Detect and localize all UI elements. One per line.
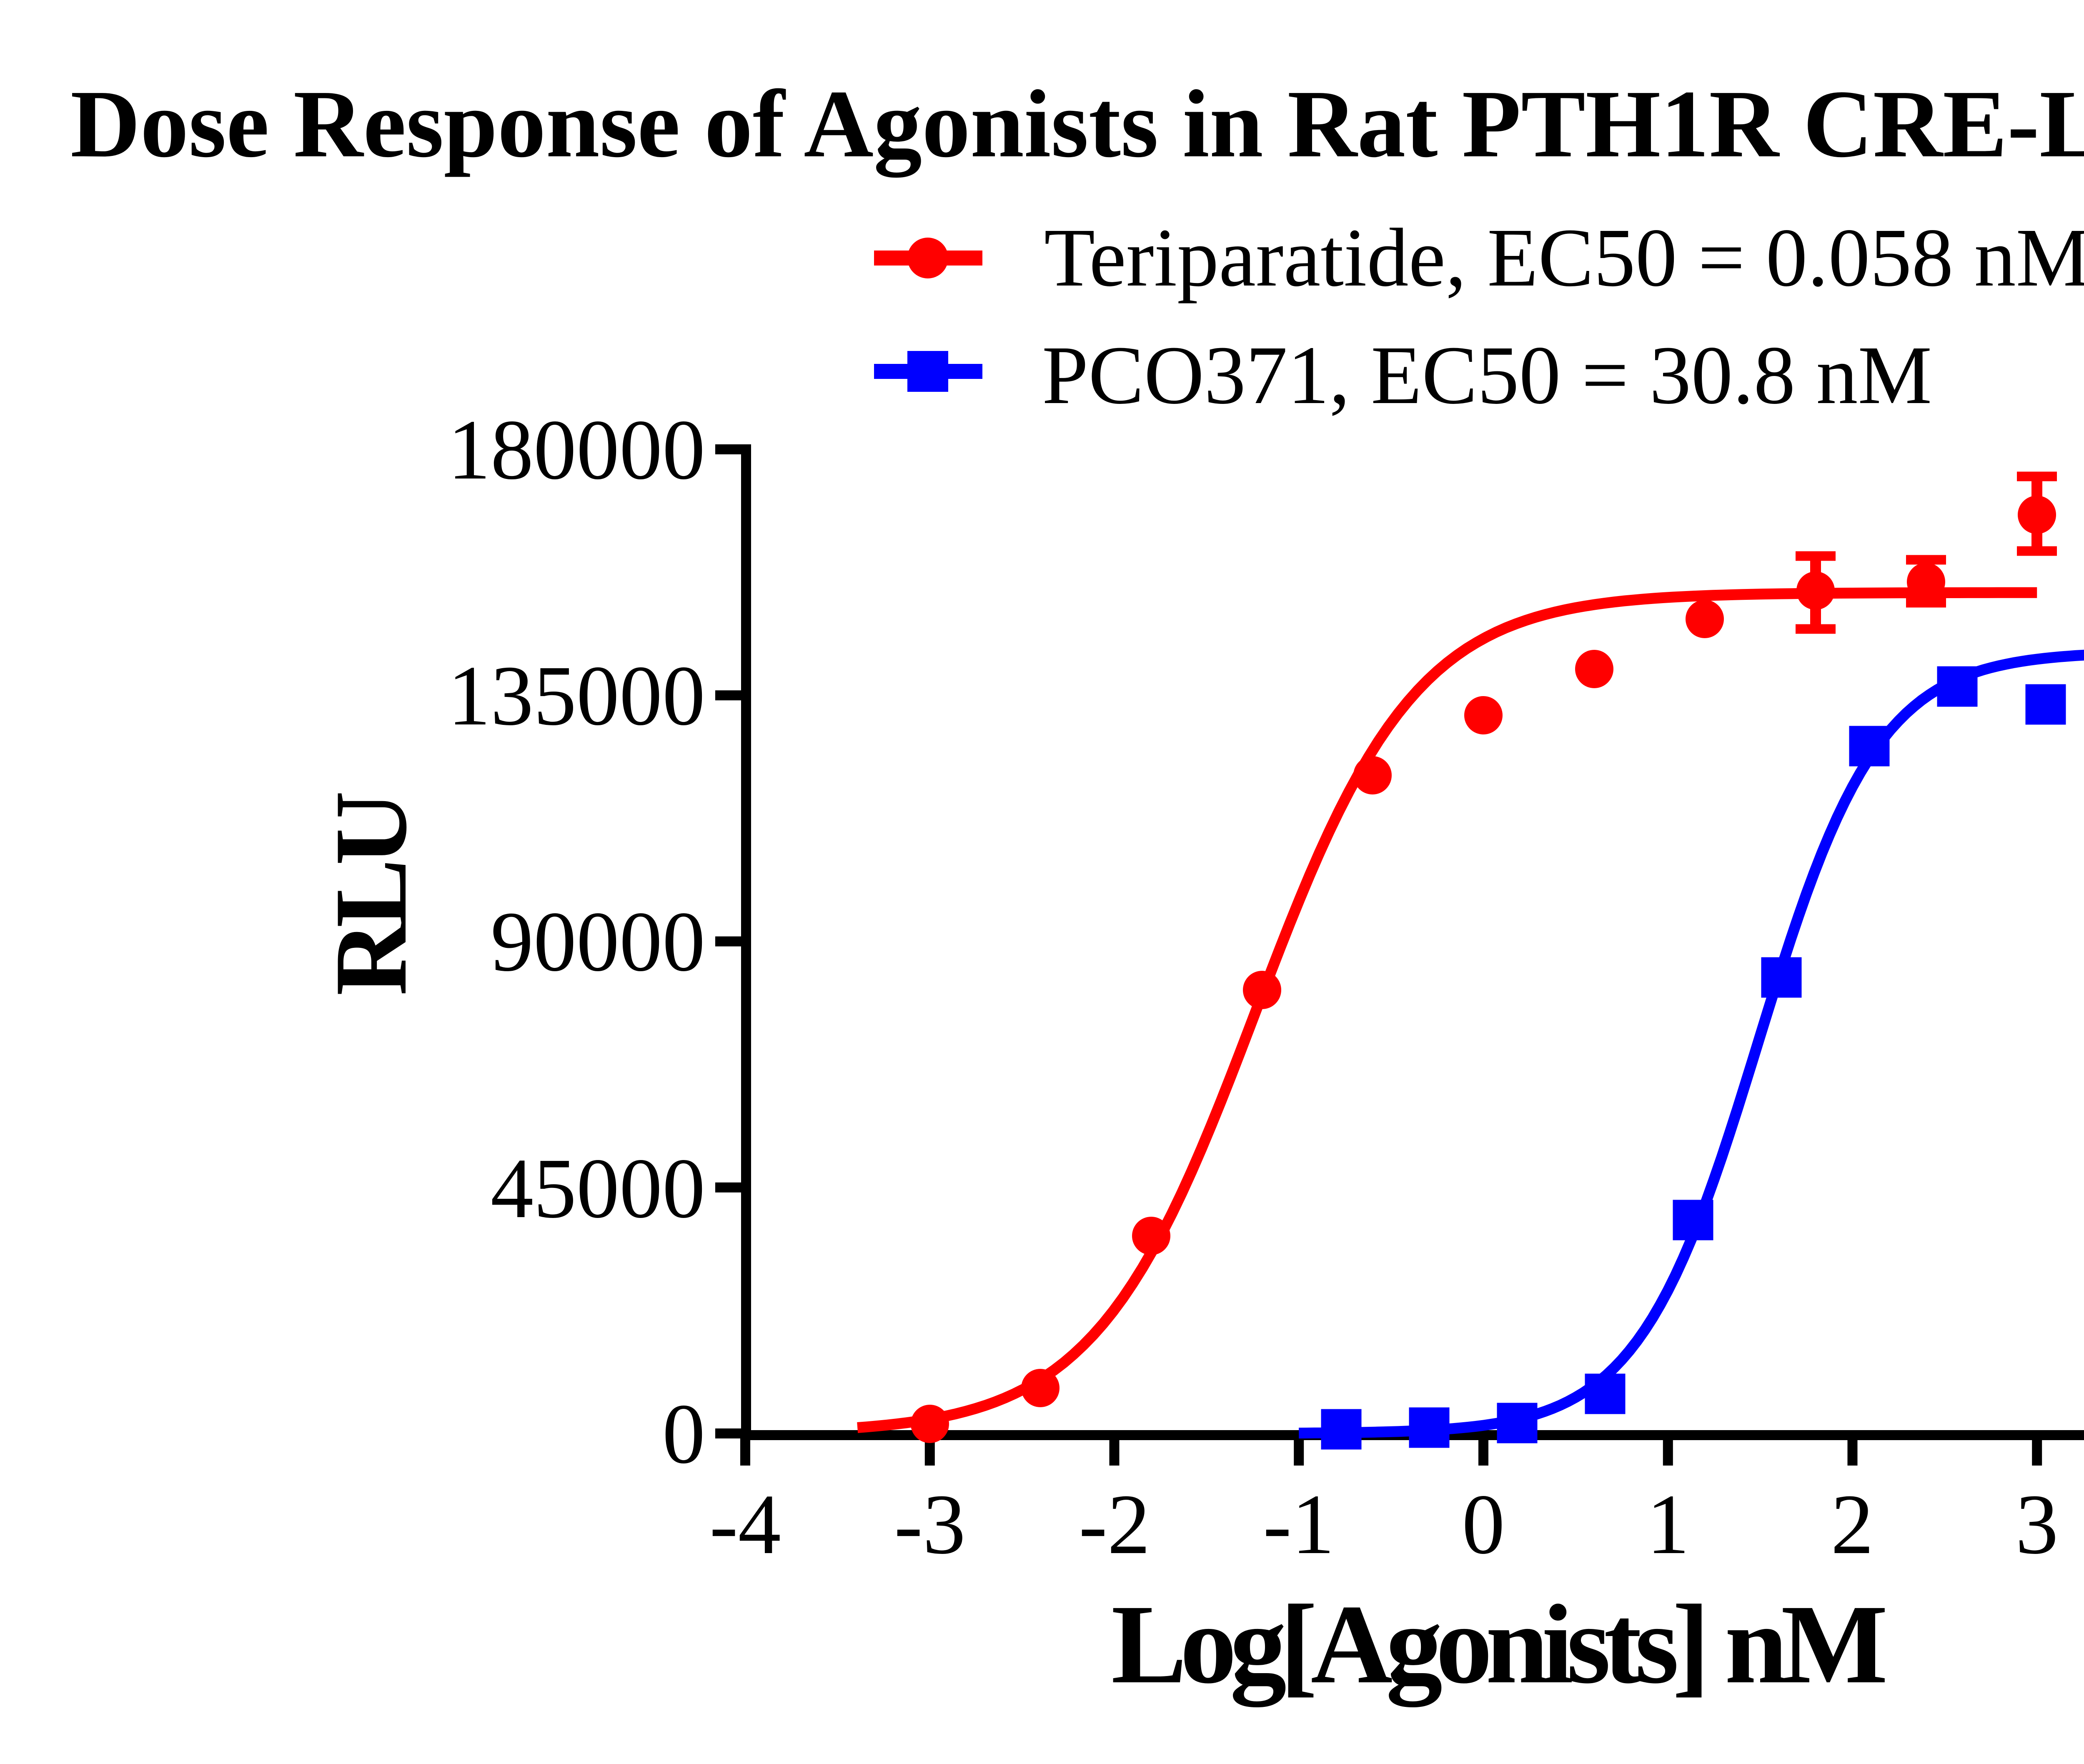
svg-text:3: 3 [2016,1476,2059,1572]
svg-text:-1: -1 [1263,1476,1335,1572]
svg-text:0: 0 [1462,1476,1505,1572]
svg-text:180000: 180000 [448,402,705,497]
svg-text:RLU: RLU [313,793,428,996]
svg-text:Teriparatide, EC50 = 0.058 nM: Teriparatide, EC50 = 0.058 nM [1044,212,2084,304]
svg-text:1: 1 [1647,1476,1690,1572]
svg-text:-2: -2 [1079,1476,1150,1572]
svg-text:PCO371, EC50 = 30.8 nM: PCO371, EC50 = 30.8 nM [1042,329,1932,421]
svg-text:90000: 90000 [491,894,705,989]
svg-text:-4: -4 [709,1476,781,1572]
svg-text:45000: 45000 [491,1140,705,1236]
svg-text:135000: 135000 [448,648,705,743]
svg-text:0: 0 [662,1386,705,1481]
svg-text:-3: -3 [894,1476,966,1572]
svg-text:Log[Agonists] nM: Log[Agonists] nM [1111,1581,1886,1709]
svg-text:2: 2 [1831,1476,1874,1572]
